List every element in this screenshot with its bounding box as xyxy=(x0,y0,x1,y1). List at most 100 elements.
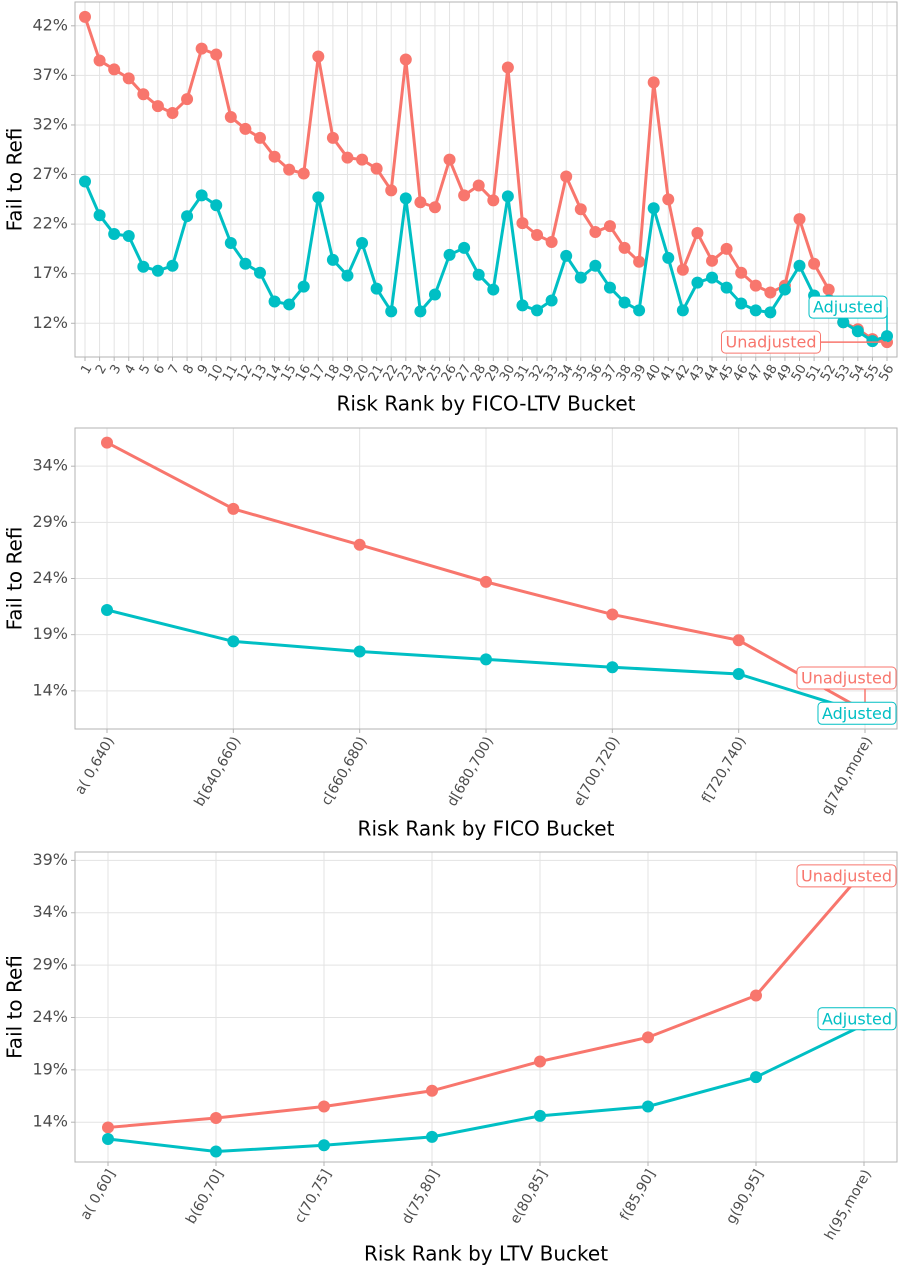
y-tick-label: 24% xyxy=(32,568,68,587)
y-tick-label: 34% xyxy=(32,902,68,921)
legend-label: Adjusted xyxy=(822,704,892,723)
data-point xyxy=(472,179,485,192)
data-point xyxy=(268,295,281,308)
x-tick-label: 25 xyxy=(424,362,445,384)
data-point xyxy=(151,264,164,277)
series-label: Adjusted xyxy=(817,1007,897,1031)
data-point xyxy=(224,111,237,124)
data-point xyxy=(353,645,366,658)
data-point xyxy=(195,189,208,202)
data-point xyxy=(239,257,252,270)
data-point xyxy=(458,241,471,254)
data-point xyxy=(297,280,310,293)
data-point xyxy=(210,199,223,212)
data-point xyxy=(691,276,704,289)
x-tick-label: 38 xyxy=(614,362,635,384)
data-point xyxy=(480,575,492,588)
data-point xyxy=(227,502,240,515)
data-point xyxy=(210,1112,222,1125)
data-point xyxy=(227,635,240,648)
data-point xyxy=(181,93,194,106)
data-point xyxy=(210,1145,222,1158)
x-tick-label: 43 xyxy=(687,362,708,384)
data-point xyxy=(318,1139,330,1152)
data-point xyxy=(589,259,602,272)
data-point xyxy=(166,107,179,120)
x-tick-label: 30 xyxy=(497,362,518,384)
legend-label: Unadjusted xyxy=(725,333,816,352)
data-point xyxy=(414,305,427,318)
y-tick-label: 17% xyxy=(32,263,68,282)
x-tick-label: 27 xyxy=(453,362,474,384)
y-tick-label: 32% xyxy=(32,114,68,133)
data-point xyxy=(102,1132,114,1145)
x-tick-label: 40 xyxy=(643,362,664,384)
x-tick-label: 17 xyxy=(308,362,329,384)
data-point xyxy=(732,667,745,680)
y-tick-label: 14% xyxy=(32,680,68,699)
x-tick-label: 44 xyxy=(701,362,722,384)
x-tick-label: 55 xyxy=(862,362,883,384)
data-point xyxy=(606,661,619,674)
data-point xyxy=(735,297,748,310)
data-point xyxy=(181,210,194,223)
data-point xyxy=(837,316,850,329)
data-point xyxy=(764,286,777,299)
data-point xyxy=(385,184,398,197)
data-point xyxy=(341,269,354,282)
data-point xyxy=(750,1071,762,1084)
data-point xyxy=(749,279,762,292)
data-point xyxy=(480,653,492,666)
data-point xyxy=(283,163,296,176)
data-point xyxy=(720,242,733,255)
panel-border xyxy=(74,1,898,358)
x-tick-label: 34 xyxy=(555,362,576,384)
x-tick-label: 16 xyxy=(293,362,314,384)
data-point xyxy=(560,170,573,183)
y-tick-label: 19% xyxy=(32,1059,68,1078)
data-point xyxy=(370,282,383,295)
series-label: Unadjusted xyxy=(720,330,887,354)
y-tick-label: 34% xyxy=(32,456,68,475)
data-point xyxy=(326,253,339,266)
label-box xyxy=(796,666,897,690)
data-point xyxy=(735,266,748,279)
x-tick-label: 53 xyxy=(832,362,853,384)
x-tick-label: 48 xyxy=(760,362,781,384)
x-tick-label: 49 xyxy=(774,362,795,384)
y-axis-label: Fail to Refi xyxy=(3,955,27,1059)
x-tick-label: 33 xyxy=(541,362,562,384)
data-point xyxy=(574,271,587,284)
data-point xyxy=(534,1055,546,1068)
x-tick-label: 35 xyxy=(570,362,591,384)
x-tick-label: 54 xyxy=(847,362,868,384)
y-tick-label: 14% xyxy=(32,1112,68,1131)
data-point xyxy=(268,150,281,163)
data-point xyxy=(501,61,514,74)
series-line xyxy=(107,869,866,1129)
data-point xyxy=(662,251,675,264)
data-point xyxy=(426,1084,438,1097)
x-tick-label: c(70,75] xyxy=(292,1167,335,1226)
x-tick-label: f[720,740) xyxy=(699,734,750,806)
data-point xyxy=(253,131,266,144)
plot-background xyxy=(75,2,897,357)
data-point xyxy=(443,248,456,261)
x-tick-label: 20 xyxy=(351,362,372,384)
x-tick-label: 15 xyxy=(278,362,299,384)
x-tick-label: 31 xyxy=(512,362,533,384)
y-axis-label: Fail to Refi xyxy=(3,527,27,631)
data-point xyxy=(793,213,806,226)
data-point xyxy=(426,1130,438,1143)
x-tick-label: 37 xyxy=(599,362,620,384)
x-tick-label: 12 xyxy=(235,362,256,384)
data-point xyxy=(326,131,339,144)
x-tick-label: 11 xyxy=(220,362,241,384)
data-point xyxy=(195,42,208,55)
data-point xyxy=(79,10,91,23)
legend-label: Unadjusted xyxy=(801,669,892,688)
series-label: Unadjusted xyxy=(796,666,897,712)
data-point xyxy=(385,305,398,318)
y-axis-label: Fail to Refi xyxy=(3,128,27,232)
x-axis-label: Risk Rank by LTV Bucket xyxy=(364,1242,608,1266)
